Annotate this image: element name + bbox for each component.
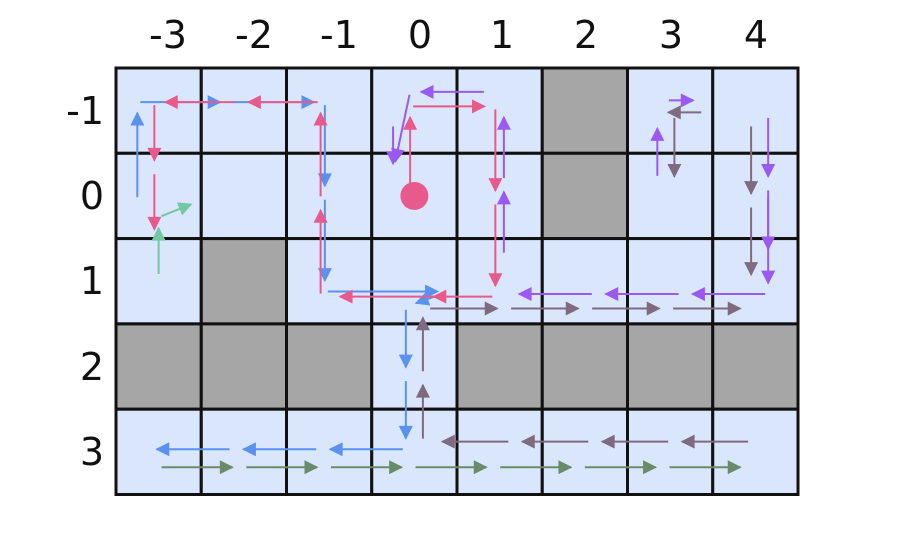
grid-cell	[285, 66, 374, 155]
grid-cell	[455, 407, 544, 497]
grid-cells	[114, 66, 800, 497]
wall-cell	[711, 322, 800, 411]
trajectory-arrow	[391, 94, 411, 163]
col-label: 1	[490, 13, 514, 57]
grid-cell	[199, 407, 288, 497]
row-label: -1	[66, 89, 104, 133]
wall-cell	[626, 322, 715, 411]
grid-cell	[370, 407, 459, 497]
grid-cell	[711, 237, 800, 326]
agent-layer	[400, 181, 429, 210]
row-label: 2	[80, 345, 104, 389]
wall-cell	[285, 322, 374, 411]
grid-cell	[711, 407, 800, 497]
grid-cell	[711, 66, 800, 155]
grid-cell	[455, 237, 544, 326]
col-label: -2	[235, 13, 273, 57]
wall-cell	[540, 151, 629, 241]
wall-cell	[199, 322, 288, 411]
grid-cell	[626, 151, 715, 241]
wall-cell	[455, 322, 544, 411]
col-label: -1	[320, 13, 358, 57]
grid-cell	[711, 151, 800, 241]
grid-cell	[114, 66, 203, 155]
wall-cell	[114, 322, 203, 411]
wall-cell	[540, 66, 629, 155]
grid-cell	[114, 151, 203, 241]
col-label: 4	[744, 13, 768, 57]
col-label: 2	[574, 13, 598, 57]
col-label: -3	[149, 13, 187, 57]
grid-cell	[626, 237, 715, 326]
grid-cell	[199, 151, 288, 241]
row-label: 0	[80, 174, 104, 218]
grid-cell	[370, 322, 459, 411]
grid-cell	[199, 66, 288, 155]
column-labels: -3 -2 -1 0 1 2 3 4	[149, 13, 768, 57]
grid-cell	[285, 407, 374, 497]
grid-cell	[540, 237, 629, 326]
trajectory-arrow	[161, 202, 193, 218]
row-labels: -1 0 1 2 3	[66, 89, 104, 474]
grid-cell	[285, 237, 374, 326]
wall-cell	[540, 322, 629, 411]
grid-cell	[455, 66, 544, 155]
wall-cell	[199, 237, 288, 326]
grid-cell	[370, 66, 459, 155]
grid-cell	[114, 407, 203, 497]
col-label: 3	[659, 13, 683, 57]
grid-cell	[285, 151, 374, 241]
grid-cell	[540, 407, 629, 497]
grid-cell	[626, 66, 715, 155]
row-label: 3	[80, 430, 104, 474]
grid-cell	[455, 151, 544, 241]
agent-dot	[400, 181, 429, 210]
col-label: 0	[408, 13, 432, 57]
row-label: 1	[80, 259, 104, 303]
trajectory-paths	[130, 84, 776, 475]
grid-cell	[626, 407, 715, 497]
grid-cell	[370, 237, 459, 326]
